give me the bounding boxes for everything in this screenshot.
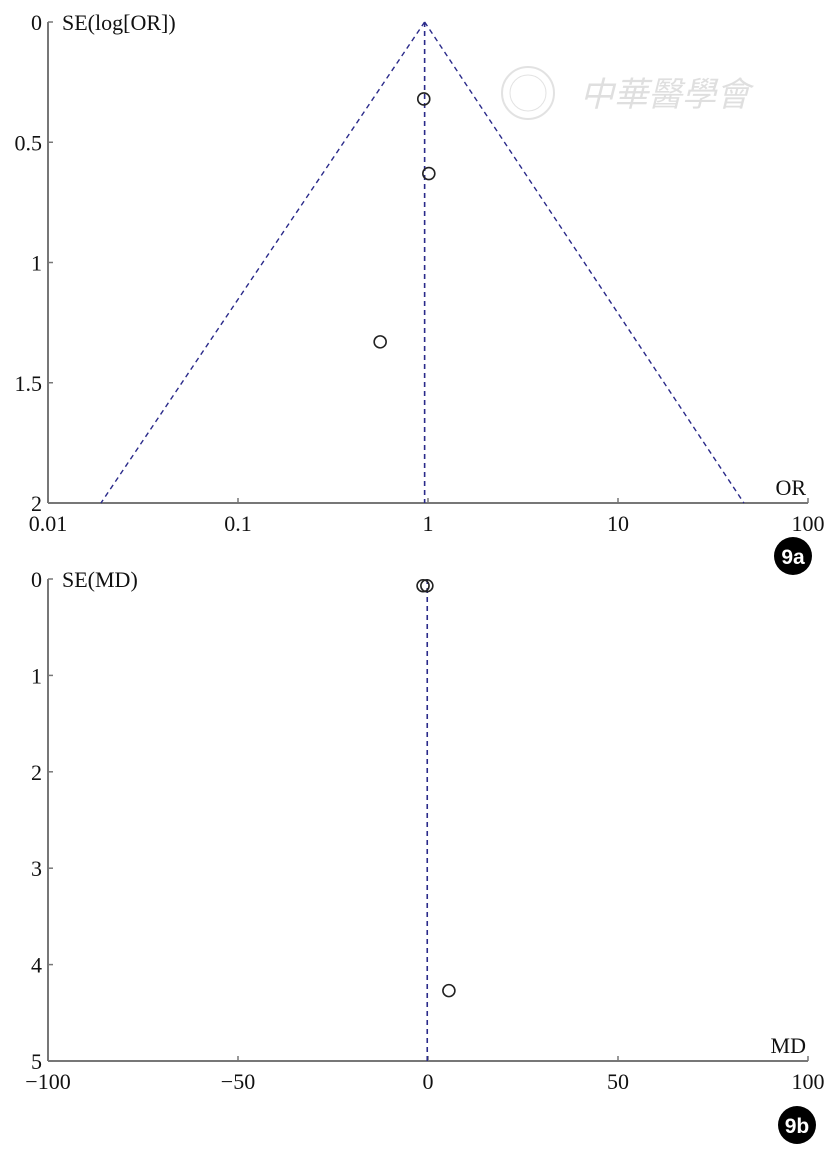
x-axis-title: MD bbox=[771, 1033, 806, 1058]
y-tick-label: 4 bbox=[31, 953, 42, 978]
study-point bbox=[422, 166, 436, 181]
panel-9a: 0.01 0.1 1 10 100 0 0.5 1 1.5 2 SE(log[OR]) OR 9a bbox=[15, 10, 825, 575]
panel-label-badge: 9a bbox=[774, 537, 812, 575]
study-point bbox=[416, 578, 430, 593]
funnel-left-limit bbox=[100, 21, 426, 504]
study-point bbox=[442, 983, 456, 998]
watermark-lettering: 中華醫學會 bbox=[580, 77, 755, 114]
x-tick-label: 0 bbox=[423, 1069, 434, 1094]
y-tick-label: 3 bbox=[31, 856, 42, 881]
funnel-right-limit bbox=[424, 21, 745, 504]
x-tick-label: 0.01 bbox=[29, 511, 68, 536]
y-axis-title: SE(MD) bbox=[62, 567, 138, 592]
study-point bbox=[420, 578, 434, 593]
badge-circle bbox=[774, 537, 812, 575]
panel-label: 9a bbox=[781, 546, 805, 569]
watermark-logo: 中華醫學會 bbox=[501, 66, 755, 120]
x-tick-label: −50 bbox=[221, 1069, 255, 1094]
panel-9b: −100 −50 0 50 100 0 1 2 3 4 5 SE(MD) MD 9b bbox=[25, 567, 825, 1144]
y-tick-label: 5 bbox=[31, 1049, 42, 1074]
panel-label-badge: 9b bbox=[778, 1106, 816, 1144]
x-tick-label: 0.1 bbox=[224, 511, 252, 536]
y-tick-label: 1 bbox=[31, 251, 42, 276]
y-axis-title: SE(log[OR]) bbox=[62, 10, 176, 35]
society-seal-inner bbox=[509, 74, 547, 112]
x-tick-label: 50 bbox=[607, 1069, 629, 1094]
x-tick-label: 1 bbox=[423, 511, 434, 536]
x-tick-label: 10 bbox=[607, 511, 629, 536]
panel-label: 9b bbox=[785, 1115, 810, 1138]
y-tick-label: 1 bbox=[31, 663, 42, 688]
x-tick-label: −100 bbox=[25, 1069, 70, 1094]
society-seal-icon bbox=[501, 66, 555, 120]
y-tick-label: 1.5 bbox=[15, 371, 43, 396]
y-tick-label: 2 bbox=[31, 491, 42, 516]
study-point bbox=[373, 335, 387, 349]
x-tick-label: 100 bbox=[792, 1069, 825, 1094]
y-tick-label: 0.5 bbox=[15, 130, 43, 155]
x-tick-label: 100 bbox=[792, 511, 825, 536]
y-tick-label: 2 bbox=[31, 760, 42, 785]
y-tick-label: 0 bbox=[31, 567, 42, 592]
y-tick-label: 0 bbox=[31, 10, 42, 35]
x-axis-title: OR bbox=[775, 475, 806, 500]
badge-circle bbox=[778, 1106, 816, 1144]
study-point bbox=[416, 92, 431, 106]
